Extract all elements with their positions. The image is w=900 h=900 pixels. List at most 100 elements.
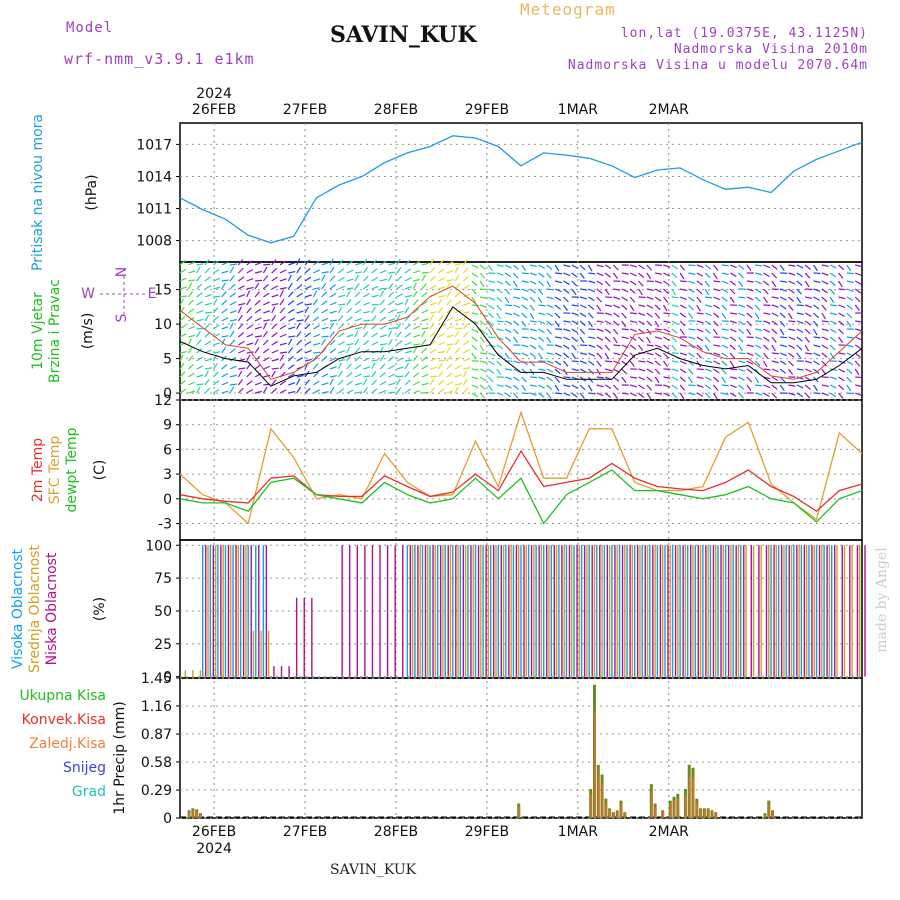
wind-arrow	[312, 363, 319, 370]
wind-arrow	[413, 343, 421, 346]
wind-arrow	[679, 272, 685, 280]
wind-arrow	[338, 294, 346, 298]
wind-arrow	[721, 376, 727, 384]
wind-arrow	[563, 272, 571, 277]
wind-arrow	[696, 296, 702, 303]
wind-arrow	[796, 344, 803, 351]
wind-arrow	[204, 358, 212, 362]
wind-arrow	[813, 360, 820, 366]
wind-arrow	[721, 384, 729, 387]
wind-arrow	[271, 285, 279, 290]
wind-arrow	[521, 344, 529, 348]
wind-arrow	[546, 392, 552, 399]
wind-arrow	[321, 338, 326, 346]
wind-arrow	[821, 320, 829, 323]
wind-arrow	[771, 368, 779, 373]
wind-arrow	[371, 306, 376, 314]
wind-arrow	[638, 272, 645, 278]
wind-arrow	[821, 360, 828, 367]
wind-arrow	[379, 299, 385, 306]
wind-arrow	[579, 360, 587, 364]
wind-arrow	[654, 336, 663, 340]
wind-arrow	[454, 292, 461, 298]
wind-arrow	[713, 296, 721, 301]
wind-arrow	[304, 379, 311, 386]
precip-bar-convective	[612, 813, 615, 818]
wind-arrow	[587, 320, 593, 328]
wind-arrow	[838, 328, 844, 335]
wind-arrow	[596, 280, 604, 286]
wind-arrow	[738, 272, 744, 279]
wind-arrow	[821, 352, 828, 358]
wind-arrow	[546, 328, 553, 335]
wind-arrow	[212, 307, 219, 314]
wind-arrow	[613, 352, 621, 356]
wind-arrow	[213, 351, 221, 354]
wind-arrow	[638, 280, 644, 287]
wind-arrow	[279, 354, 285, 362]
wind-arrow	[396, 293, 404, 298]
wind-arrow	[638, 392, 645, 398]
wind-arrow	[388, 309, 395, 314]
wind-arrow	[496, 272, 504, 276]
wind-arrow	[196, 263, 204, 266]
wind-arrow	[479, 296, 488, 299]
wind-arrow	[354, 330, 359, 338]
wind-arrow	[379, 389, 387, 394]
pressure-ytick-label: 1014	[136, 169, 172, 185]
wind-arrow	[838, 336, 844, 343]
wind-arrow	[487, 328, 493, 336]
wind-arrow	[805, 360, 813, 364]
wind-arrow	[513, 320, 520, 326]
wind-arrow	[629, 288, 636, 295]
wind-arrow	[654, 352, 662, 358]
wind-arrow	[354, 338, 360, 346]
wind-arrow	[379, 343, 388, 346]
wind-arrow	[438, 286, 446, 290]
wind-arrow	[229, 365, 237, 370]
wind-arrow	[721, 368, 727, 375]
wind-arrow	[471, 344, 478, 351]
wind-arrow	[646, 384, 652, 391]
wind-arrow	[221, 261, 229, 266]
wind-arrow	[679, 392, 685, 400]
wind-arrow	[779, 360, 787, 365]
wind-arrow	[821, 384, 829, 387]
wind-arrow	[713, 264, 719, 271]
wind-arrow	[538, 384, 545, 389]
wind-arrow	[579, 368, 587, 373]
cloud-ytick-label: 75	[154, 571, 172, 587]
wind-arrow	[263, 319, 271, 322]
wind-arrow	[404, 294, 413, 298]
wind-arrow	[329, 258, 334, 266]
wind-arrow	[754, 360, 761, 367]
wind-arrow	[646, 328, 652, 335]
wind-arrow	[221, 317, 229, 322]
wind-arrow	[529, 328, 537, 332]
temperature-ytick-label: 9	[163, 418, 172, 434]
wind-arrow	[846, 280, 854, 284]
wind-arrow	[704, 328, 711, 334]
wind-arrow	[529, 392, 537, 396]
wind-arrow	[696, 352, 702, 359]
wind-arrow	[288, 326, 296, 330]
wind-arrow	[546, 272, 552, 279]
wind-arrow	[796, 384, 804, 389]
wind-arrow	[688, 264, 696, 267]
wind-arrow	[254, 355, 261, 362]
wind-arrow	[521, 296, 529, 301]
wind-arrow	[504, 296, 510, 304]
wind-arrow	[513, 296, 521, 300]
wind-arrow	[804, 280, 810, 288]
wind-arrow	[704, 320, 712, 326]
wind-arrow	[187, 346, 193, 354]
cloud-panel-label: Srednja Oblacnost	[27, 545, 43, 673]
precip-legend-item: Grad	[72, 784, 106, 800]
wind-arrow	[513, 288, 521, 291]
wind-arrow	[313, 260, 320, 266]
wind-arrow	[804, 328, 811, 335]
wind-arrow	[788, 328, 796, 332]
wind-arrow	[679, 304, 687, 309]
wind-arrow	[646, 272, 652, 280]
wind-arrow	[421, 300, 428, 306]
